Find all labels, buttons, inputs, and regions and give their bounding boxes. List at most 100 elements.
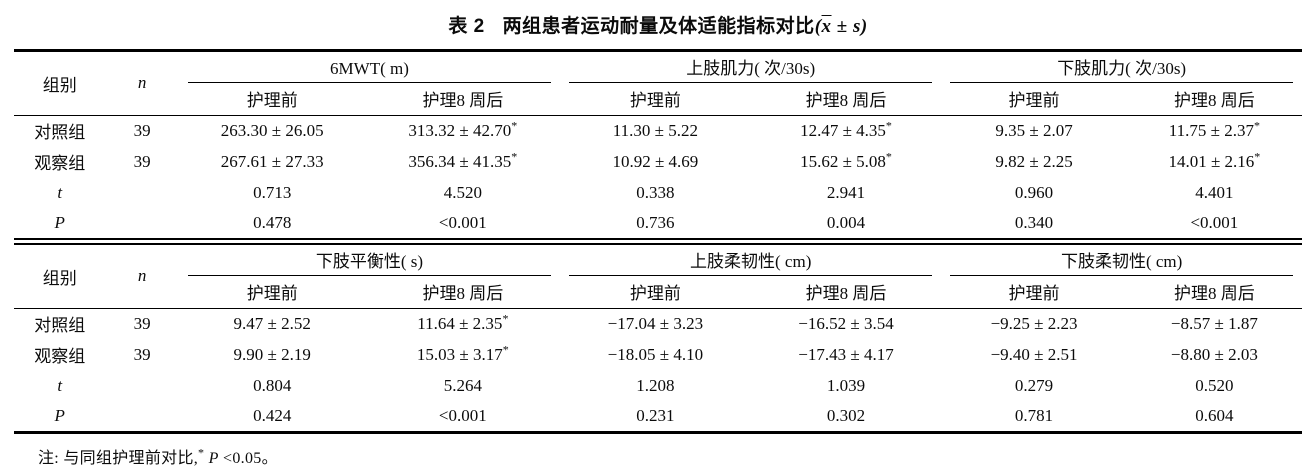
cell-value: 0.804 (253, 375, 292, 395)
table-row: 观察组 39 267.61 ± 27.33 356.34 ± 41.35* 10.92 … (14, 146, 1302, 177)
cell-value: <0.001 (1190, 213, 1239, 232)
note-text: 注: 与同组护理前对比, (38, 449, 199, 467)
table-title: 表 2 两组患者运动耐量及体适能指标对比(x ± s) (14, 6, 1302, 49)
cell-value: 4.401 (1195, 182, 1234, 202)
subheader-pre: 护理前 (941, 276, 1127, 309)
sub-header-row: 护理前 护理8 周后 护理前 护理8 周后 护理前 护理8 周后 (14, 276, 1302, 309)
cell-value: 0.340 (1014, 213, 1054, 232)
subheader-post: 护理8 周后 (1126, 276, 1302, 309)
cell-value: <0.001 (438, 405, 487, 425)
col-header-n: n (105, 50, 179, 116)
subheader-post: 护理8 周后 (750, 83, 942, 116)
significance-star: * (1254, 148, 1261, 163)
significance-star: * (198, 445, 205, 460)
note-p-symbol: P (208, 449, 219, 467)
cell-value: 15.03 ± 3.17* (416, 341, 509, 364)
cell-value: −17.43 ± 4.17 (798, 344, 894, 364)
cell-value: 11.75 ± 2.37* (1168, 118, 1260, 140)
table-body-0: 对照组 39 263.30 ± 26.05 313.32 ± 42.70* 11.30 … (14, 115, 1302, 239)
cell-value: 1.208 (636, 375, 675, 395)
cell-value: −18.05 ± 4.10 (607, 344, 704, 364)
row-label: t (57, 375, 63, 395)
sub-header-row: 护理前 护理8 周后 护理前 护理8 周后 护理前 护理8 周后 (14, 83, 1302, 116)
cell-value: 0.338 (636, 182, 675, 202)
cell-value: 0.424 (253, 405, 292, 425)
row-label: P (54, 213, 65, 232)
cell-value: 10.92 ± 4.69 (612, 151, 699, 171)
cell-value: 263.30 ± 26.05 (220, 120, 324, 140)
table-number: 表 2 (448, 16, 485, 37)
cell-value: 0.302 (826, 405, 866, 425)
cell-value: 0.279 (1014, 375, 1054, 395)
row-label: 观察组 (34, 347, 86, 366)
cell-value: 5.264 (443, 375, 482, 395)
cell-value: 9.47 ± 2.52 (233, 313, 311, 333)
note-threshold: <0.05。 (218, 449, 278, 467)
cell-value: −9.40 ± 2.51 (990, 344, 1078, 364)
table-note: 注: 与同组护理前对比,* P <0.05。 (14, 434, 1302, 468)
col-header-n: n (105, 244, 179, 309)
table-title-text: 两组患者运动耐量及体适能指标对比 (502, 16, 815, 37)
cell-n: 39 (133, 313, 151, 333)
cell-value: 0.713 (253, 182, 292, 202)
cell-n (105, 208, 178, 239)
subheader-pre: 护理前 (178, 83, 366, 116)
cell-value: 1.039 (826, 375, 866, 395)
cell-value: 9.82 ± 2.25 (995, 151, 1073, 171)
cell-value: 12.47 ± 4.35* (800, 118, 892, 140)
cell-value: 0.960 (1014, 182, 1054, 202)
table-row: P 0.478 <0.001 0.736 0.004 0.340 <0.001 (14, 208, 1302, 239)
subheader-pre: 护理前 (560, 83, 751, 116)
row-label: t (57, 182, 63, 202)
cell-value: <0.001 (438, 213, 487, 232)
table-row: t 0.804 5.264 1.208 1.039 0.279 0.520 (14, 370, 1302, 401)
significance-star: * (511, 148, 518, 163)
stat-notation: (x ± s) (814, 16, 868, 37)
group-header-6mwt: 6MWT( m) (179, 51, 560, 83)
subheader-post: 护理8 周后 (365, 83, 561, 116)
group-header-row: 组别 n 下肢平衡性( s) 上肢柔韧性( cm) 下肢柔韧性( cm) (14, 244, 1302, 309)
table-row: 对照组 39 9.47 ± 2.52 11.64 ± 2.35* −17.04 ± 3.… (14, 308, 1302, 339)
xbar-symbol: x (821, 16, 832, 37)
cell-value: 0.781 (1014, 405, 1054, 425)
group-header-lower-strength: 下肢肌力( 次/30s) (941, 51, 1302, 83)
group-header-row: 组别 n 6MWT( m) 上肢肌力( 次/30s) 下肢肌力( 次/30s) (14, 50, 1302, 116)
row-label: 对照组 (34, 316, 86, 336)
group-header-upper-flex: 上肢柔韧性( cm) (560, 244, 941, 276)
cell-n: 39 (133, 151, 151, 171)
significance-star: * (1253, 118, 1260, 133)
significance-star: * (502, 311, 509, 326)
col-header-group: 组别 (14, 50, 106, 116)
cell-value: 267.61 ± 27.33 (220, 151, 324, 171)
cell-value: 11.30 ± 5.22 (612, 120, 698, 140)
subheader-post: 护理8 周后 (365, 276, 561, 309)
cell-n (105, 370, 178, 401)
significance-star: * (885, 118, 892, 133)
row-label: 对照组 (34, 123, 86, 143)
cell-value: 0.520 (1195, 375, 1234, 395)
cell-value: −8.57 ± 1.87 (1170, 313, 1258, 333)
significance-star: * (511, 118, 518, 133)
cell-value: 0.736 (636, 213, 675, 232)
cell-value: 15.62 ± 5.08* (800, 148, 892, 171)
cell-value: 313.32 ± 42.70* (408, 118, 518, 140)
cell-value: 9.90 ± 2.19 (233, 344, 311, 364)
cell-value: −8.80 ± 2.03 (1170, 344, 1258, 364)
cell-value: 11.64 ± 2.35* (417, 311, 509, 333)
cell-value: 2.941 (826, 182, 866, 202)
cell-n: 39 (133, 344, 151, 364)
table-section-1: 组别 n 6MWT( m) 上肢肌力( 次/30s) 下肢肌力( 次/30s) … (14, 49, 1302, 240)
cell-value: 0.004 (826, 213, 866, 232)
col-header-group: 组别 (14, 244, 106, 309)
cell-value: 0.604 (1195, 405, 1234, 425)
subheader-pre: 护理前 (560, 276, 751, 309)
cell-n: 39 (133, 120, 151, 140)
cell-value: −9.25 ± 2.23 (990, 313, 1078, 333)
subheader-post: 护理8 周后 (1126, 83, 1302, 116)
group-header-balance: 下肢平衡性( s) (179, 244, 560, 276)
table-row: 对照组 39 263.30 ± 26.05 313.32 ± 42.70* 11.30 … (14, 115, 1302, 146)
subheader-pre: 护理前 (941, 83, 1127, 116)
table-row: P 0.424 <0.001 0.231 0.302 0.781 0.604 (14, 401, 1302, 432)
subheader-post: 护理8 周后 (750, 276, 942, 309)
